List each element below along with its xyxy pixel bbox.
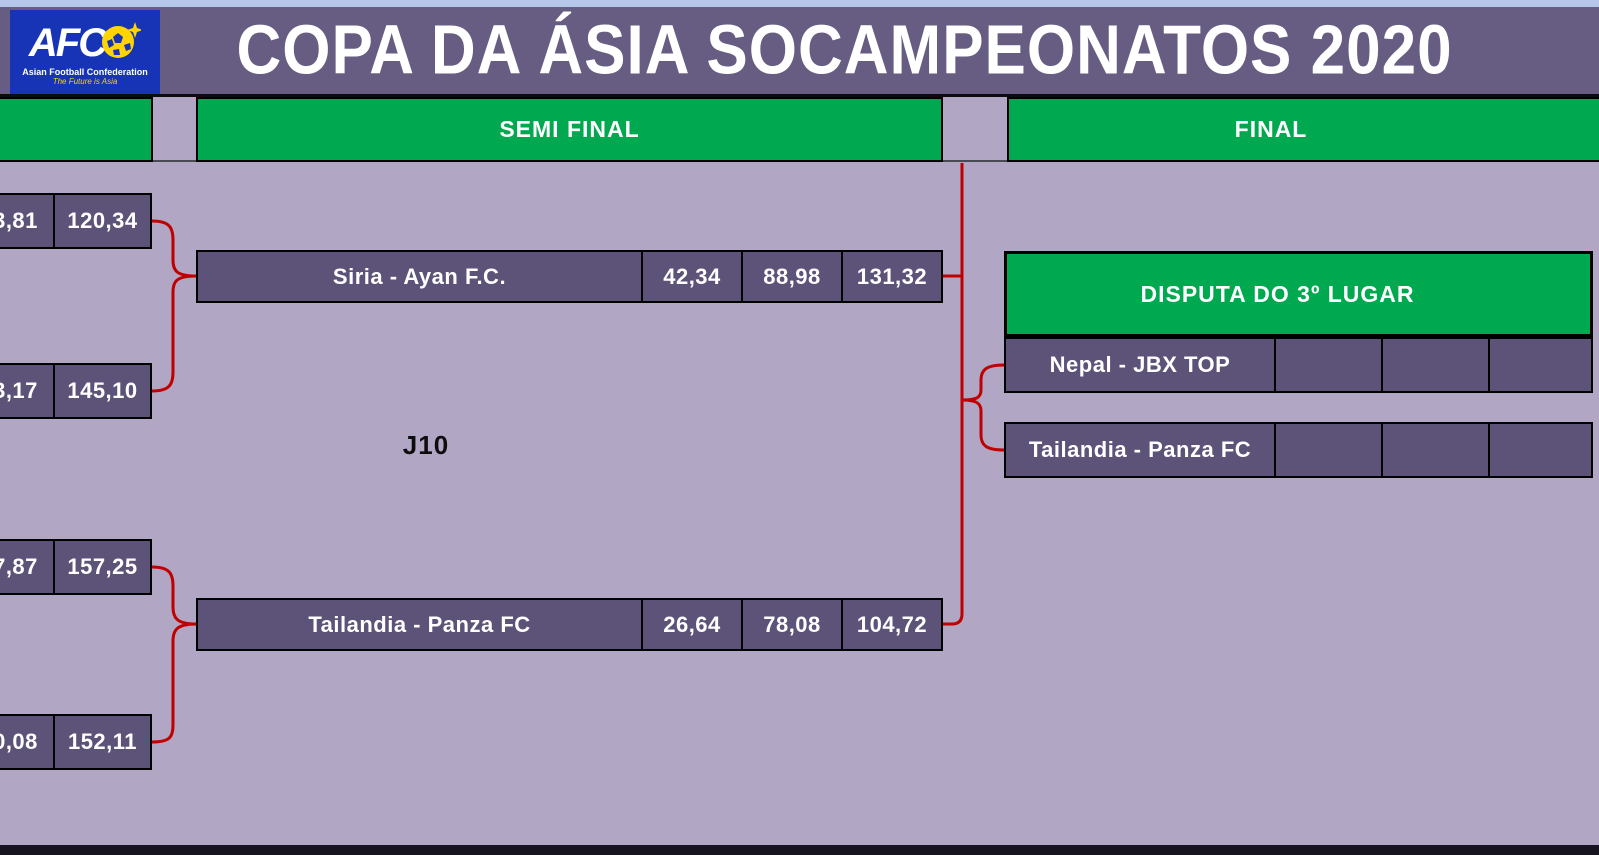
third-place-header: DISPUTA DO 3º LUGAR bbox=[1004, 251, 1593, 337]
third-place-1-score-3[interactable] bbox=[1488, 339, 1591, 391]
semifinal-2-team: Tailandia - Panza FC bbox=[308, 611, 531, 637]
semifinal-1-team: Siria - Ayan F.C. bbox=[332, 263, 507, 289]
feed-4-score-a: 0,08 bbox=[0, 729, 38, 754]
third-place-1-team: Nepal - JBX TOP bbox=[1049, 352, 1231, 377]
third-place-1-score-2[interactable] bbox=[1381, 339, 1488, 391]
feed-score-box-1: 3,81 120,34 bbox=[0, 193, 152, 249]
third-place-1-score-1[interactable] bbox=[1274, 339, 1381, 391]
feed-2-score-a: 3,17 bbox=[0, 378, 38, 403]
window-top-edge bbox=[0, 0, 1599, 7]
afc-logo-slogan: The Future is Asia bbox=[52, 77, 118, 86]
semifinal-2-score-2: 78,08 bbox=[741, 600, 841, 649]
afc-logo-acronym: AFC bbox=[28, 21, 107, 65]
third-place-row-2: Tailandia - Panza FC bbox=[1004, 422, 1593, 478]
feed-2-score-b: 145,10 bbox=[53, 365, 150, 417]
semifinal-1-score-1: 42,34 bbox=[641, 252, 741, 301]
feed-1-score-b: 120,34 bbox=[53, 195, 150, 247]
afc-logo: AFC Asian Football Confederation The Fut… bbox=[10, 10, 160, 94]
semi-final-label: SEMI FINAL bbox=[499, 116, 640, 142]
round-header-final: FINAL bbox=[1007, 97, 1599, 162]
round-header-previous-round bbox=[0, 97, 153, 162]
afc-logo-org-name: Asian Football Confederation bbox=[22, 67, 148, 77]
feed-1-score-a: 3,81 bbox=[0, 208, 38, 233]
semifinal-row-1: Siria - Ayan F.C. 42,34 88,98 131,32 bbox=[196, 250, 943, 303]
feed-3-score-b: 157,25 bbox=[53, 541, 150, 593]
page-title: COPA DA ÁSIA SOCAMPEONATOS 2020 bbox=[236, 11, 1453, 90]
final-label: FINAL bbox=[1234, 116, 1308, 142]
semifinal-2-score-3: 104,72 bbox=[841, 600, 941, 649]
feed-3-score-a: 7,87 bbox=[0, 554, 38, 579]
third-place-row-1: Nepal - JBX TOP bbox=[1004, 337, 1593, 393]
feed-score-box-2: 3,17 145,10 bbox=[0, 363, 152, 419]
third-place-2-team: Tailandia - Panza FC bbox=[1028, 437, 1252, 462]
third-place-2-score-1[interactable] bbox=[1274, 424, 1381, 476]
bottom-row-edge bbox=[0, 845, 1599, 855]
title-band: AFC Asian Football Confederation The Fut… bbox=[0, 7, 1599, 97]
feed-score-box-4: 0,08 152,11 bbox=[0, 714, 152, 770]
third-place-label: DISPUTA DO 3º LUGAR bbox=[1140, 280, 1415, 307]
afc-logo-row: AFC bbox=[28, 20, 142, 66]
feed-4-score-b: 152,11 bbox=[53, 716, 150, 768]
semifinal-1-score-2: 88,98 bbox=[741, 252, 841, 301]
semifinal-row-2: Tailandia - Panza FC 26,64 78,08 104,72 bbox=[196, 598, 943, 651]
semifinal-2-score-1: 26,64 bbox=[641, 600, 741, 649]
feed-score-box-3: 7,87 157,25 bbox=[0, 539, 152, 595]
semifinal-1-score-3: 131,32 bbox=[841, 252, 941, 301]
round-header-semi-final: SEMI FINAL bbox=[196, 97, 943, 162]
round-header-row: SEMI FINAL FINAL bbox=[0, 97, 1599, 162]
third-place-2-score-2[interactable] bbox=[1381, 424, 1488, 476]
match-label-j10: J10 bbox=[402, 429, 450, 460]
third-place-2-score-3[interactable] bbox=[1488, 424, 1591, 476]
soccer-ball-icon bbox=[102, 22, 142, 58]
